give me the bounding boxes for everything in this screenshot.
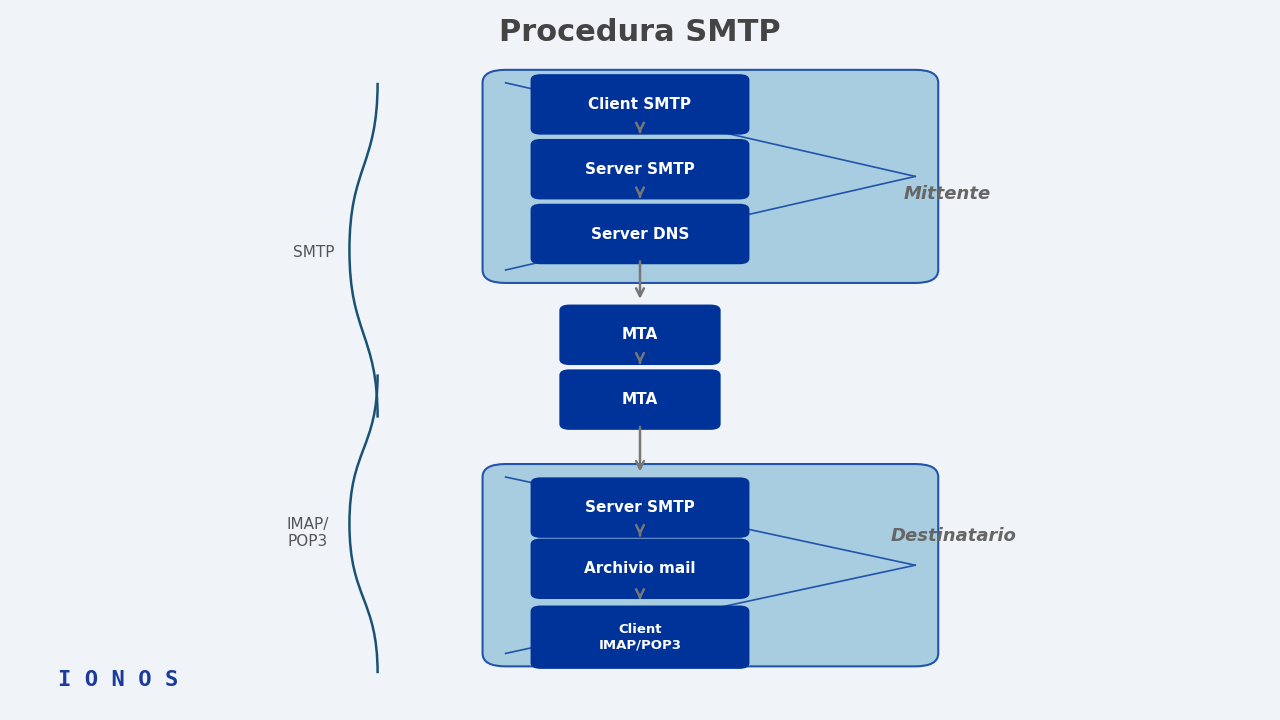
Text: Mittente: Mittente [904,186,991,204]
Text: Client
IMAP/POP3: Client IMAP/POP3 [599,624,681,651]
FancyBboxPatch shape [559,305,721,365]
FancyBboxPatch shape [559,369,721,430]
FancyBboxPatch shape [530,139,749,199]
FancyBboxPatch shape [483,70,938,283]
Text: Server SMTP: Server SMTP [585,162,695,176]
FancyBboxPatch shape [530,74,749,135]
Text: SMTP: SMTP [293,245,334,259]
FancyBboxPatch shape [483,464,938,667]
FancyBboxPatch shape [530,606,749,669]
Text: Archivio mail: Archivio mail [584,562,696,576]
FancyBboxPatch shape [530,539,749,599]
Text: Destinatario: Destinatario [891,527,1016,546]
Text: IMAP/
POP3: IMAP/ POP3 [285,517,329,549]
FancyBboxPatch shape [530,204,749,264]
FancyBboxPatch shape [530,477,749,538]
Text: MTA: MTA [622,328,658,342]
Text: Procedura SMTP: Procedura SMTP [499,18,781,47]
Text: Server DNS: Server DNS [591,227,689,241]
Text: Client SMTP: Client SMTP [589,97,691,112]
Text: I O N O S: I O N O S [58,670,178,690]
Text: MTA: MTA [622,392,658,407]
Text: Server SMTP: Server SMTP [585,500,695,515]
